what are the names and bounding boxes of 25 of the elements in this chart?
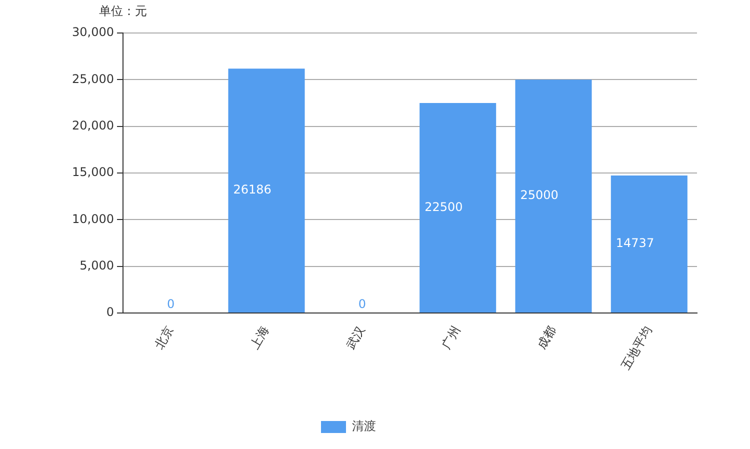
x-tick-label: 上海 — [248, 324, 272, 352]
bar — [610, 175, 688, 312]
y-tick-label: 30,000 — [72, 25, 114, 40]
data-label: 14737 — [616, 236, 654, 250]
y-tick-label: 0 — [106, 305, 114, 320]
y-tick-label: 20,000 — [72, 118, 114, 132]
y-tick-label: 25,000 — [72, 72, 114, 86]
y-tick-label: 15,000 — [72, 165, 114, 180]
x-tick-label: 成都 — [534, 324, 559, 352]
y-tick-label: 5,000 — [80, 258, 114, 272]
bar — [228, 68, 305, 312]
y-tick-label: 10,000 — [72, 212, 114, 226]
bar — [515, 80, 592, 312]
y-axis-title: 单位：元 — [99, 4, 147, 18]
data-label: 26186 — [233, 182, 272, 197]
x-tick-label: 五地平均 — [618, 324, 654, 372]
bar — [420, 103, 496, 312]
x-tick-label: 北京 — [152, 324, 176, 352]
data-label: 0 — [167, 297, 175, 312]
legend-label: 清渡 — [352, 419, 376, 434]
x-tick-label: 武汉 — [343, 324, 368, 352]
data-label: 0 — [358, 297, 366, 312]
x-tick-label: 广州 — [439, 324, 464, 352]
data-label: 22500 — [424, 200, 463, 214]
data-label: 25000 — [520, 188, 558, 202]
